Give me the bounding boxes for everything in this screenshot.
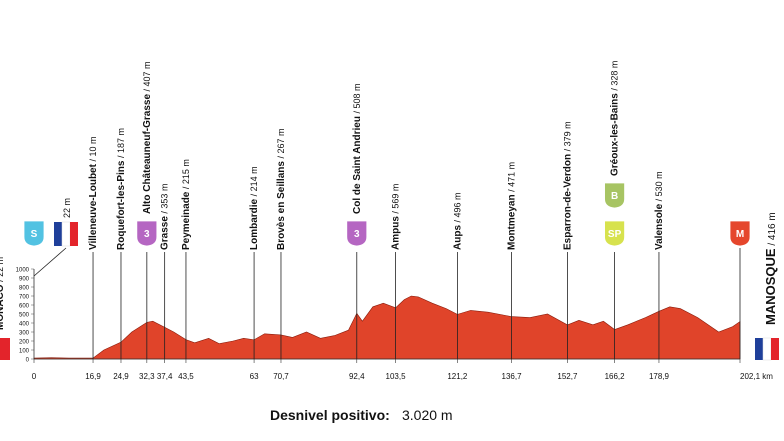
finish-name: MANOSQUE xyxy=(763,248,778,325)
waypoint-name: Gréoux-les-Bains xyxy=(610,93,621,176)
y-tick-label: 200 xyxy=(19,340,30,346)
badge-label: S xyxy=(31,229,38,240)
x-tick-label: 37,4 xyxy=(157,372,173,381)
waypoint-name: Aups xyxy=(452,225,463,250)
x-tick-label: 32,3 xyxy=(139,372,155,381)
x-tick-label: 70,7 xyxy=(273,372,289,381)
y-tick-label: 800 xyxy=(19,286,30,292)
waypoint-label: Peymeinade / 215 m xyxy=(181,159,192,250)
x-tick-label: 136,7 xyxy=(502,372,523,381)
waypoint-name: Lombardie xyxy=(249,198,260,250)
x-tick-label: 121,2 xyxy=(447,372,468,381)
badge-label: 3 xyxy=(354,229,360,240)
waypoint-name: Montmeyan xyxy=(507,194,518,250)
x-tick-label: 92,4 xyxy=(349,372,365,381)
x-tick-label: 202,1 km xyxy=(740,372,773,381)
finish-label: MANOSQUE / 416 m xyxy=(763,212,778,325)
badge xyxy=(346,220,368,247)
waypoint-label: Valensole / 530 m xyxy=(654,171,665,250)
waypoint-altitude: / 569 m xyxy=(391,184,401,217)
x-tick-label: 152,7 xyxy=(557,372,578,381)
waypoint-altitude: / 215 m xyxy=(181,159,191,192)
waypoint-altitude: / 471 m xyxy=(507,162,517,195)
y-tick-label: 500 xyxy=(19,313,30,319)
badge xyxy=(604,220,625,247)
waypoint-name: Col de Saint Andrieu xyxy=(352,116,363,214)
start-flag xyxy=(54,221,78,247)
waypoint-altitude: / 328 m xyxy=(610,61,620,94)
waypoint-name: Valensole xyxy=(654,203,665,250)
badge xyxy=(136,220,158,247)
y-tick-label: 1000 xyxy=(16,268,30,274)
waypoint-name: Esparron-de-Verdon xyxy=(562,154,573,250)
waypoint-altitude: / 379 m xyxy=(562,121,572,154)
waypoint-label: Esparron-de-Verdon / 379 m xyxy=(562,121,573,250)
waypoint-label: Grasse / 353 m xyxy=(160,184,171,250)
y-tick-label: 400 xyxy=(19,322,30,328)
badge-label: SP xyxy=(608,229,622,240)
y-tick-label: 600 xyxy=(19,304,30,310)
waypoint-altitude: / 496 m xyxy=(452,192,462,225)
start-connector xyxy=(33,247,67,277)
waypoint-label: Brovès en Seillans / 267 m xyxy=(276,129,287,250)
waypoint-altitude: / 353 m xyxy=(160,184,170,217)
waypoint-altitude: / 10 m xyxy=(88,137,98,165)
waypoint-label: Villeneuve-Loubet / 10 m xyxy=(88,137,99,250)
x-tick-label: 103,5 xyxy=(386,372,407,381)
y-tick-label: 100 xyxy=(19,349,30,355)
waypoint-name: Alto Châteauneuf-Grasse xyxy=(142,94,153,214)
waypoint-name: Brovès en Seillans xyxy=(276,161,287,250)
badge xyxy=(23,220,45,247)
waypoint-label: Ampus / 569 m xyxy=(391,184,402,250)
x-tick-label: 0 xyxy=(32,372,37,381)
waypoint-name: Ampus xyxy=(391,216,402,250)
waypoint-label: Montmeyan / 471 m xyxy=(507,162,518,250)
waypoint-label: Roquefort-les-Pins / 187 m xyxy=(116,128,127,250)
waypoint-name: Roquefort-les-Pins xyxy=(116,160,127,250)
badge-label: M xyxy=(736,229,744,240)
x-tick-label: 166,2 xyxy=(605,372,626,381)
badge-label: B xyxy=(611,191,618,202)
badge-label: 3 xyxy=(144,229,150,240)
x-tick-label: 16,9 xyxy=(85,372,101,381)
waypoint-name: MONACO xyxy=(0,284,6,330)
finish-altitude: / 416 m xyxy=(767,212,778,248)
start-flag-label: 22 m xyxy=(62,198,72,218)
finish-flag xyxy=(755,337,779,361)
y-tick-label: 900 xyxy=(19,277,30,283)
waypoint-altitude: / 530 m xyxy=(654,171,664,204)
waypoint-name: Grasse xyxy=(160,216,171,250)
waypoint-altitude: / 214 m xyxy=(249,166,259,199)
badge xyxy=(604,182,625,209)
waypoint-name: Villeneuve-Loubet xyxy=(88,163,99,250)
waypoint-label: Aups / 496 m xyxy=(452,192,463,250)
waypoint-label: MONACO / 22 m xyxy=(0,257,6,330)
x-tick-label: 178,9 xyxy=(649,372,670,381)
waypoint-altitude: / 407 m xyxy=(142,61,152,94)
profile-area xyxy=(33,295,741,360)
start-flag-mc xyxy=(0,338,10,360)
y-tick-label: 700 xyxy=(19,295,30,301)
waypoint-name: Peymeinade xyxy=(181,191,192,250)
waypoint-altitude: / 267 m xyxy=(276,129,286,162)
waypoint-altitude: / 187 m xyxy=(116,128,126,161)
waypoint-label: Col de Saint Andrieu / 508 m xyxy=(352,84,363,214)
waypoint-altitude: / 22 m xyxy=(0,257,5,285)
footer-label: Desnivel positivo: xyxy=(270,407,390,423)
waypoint-label: Alto Châteauneuf-Grasse / 407 m xyxy=(142,61,153,214)
waypoint-label: Gréoux-les-Bains / 328 m xyxy=(610,61,621,176)
footer-value: 3.020 m xyxy=(402,407,453,423)
x-tick-label: 24,9 xyxy=(113,372,129,381)
x-tick-label: 63 xyxy=(250,372,259,381)
waypoint-label: Lombardie / 214 m xyxy=(249,166,260,250)
y-tick-label: 0 xyxy=(26,358,30,364)
y-tick-label: 300 xyxy=(19,331,30,337)
x-tick-label: 43,5 xyxy=(178,372,194,381)
badge xyxy=(729,220,751,247)
waypoint-altitude: / 508 m xyxy=(352,84,362,117)
